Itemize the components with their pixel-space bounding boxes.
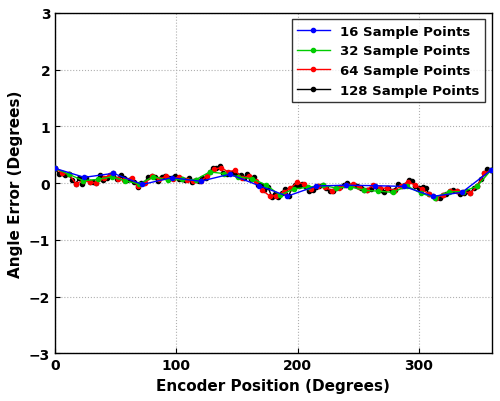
64 Sample Points (239, 176, 245, 181)
128 Sample Points (474, 184, 480, 189)
32 Sample Points (418, 191, 424, 196)
Legend: 16 Sample Points, 32 Sample Points, 64 Sample Points, 128 Sample Points: 16 Sample Points, 32 Sample Points, 64 S… (292, 20, 485, 103)
32 Sample Points (263, 183, 269, 188)
32 Sample Points (432, 196, 438, 200)
64 Sample Points (342, 183, 348, 188)
16 Sample Points (256, 184, 262, 188)
32 Sample Points (193, 178, 199, 182)
32 Sample Points (446, 190, 452, 195)
64 Sample Points (488, 168, 494, 173)
16 Sample Points (168, 176, 174, 181)
128 Sample Points (234, 174, 240, 178)
Y-axis label: Angle Error (Degrees): Angle Error (Degrees) (8, 90, 24, 277)
128 Sample Points (214, 167, 220, 172)
32 Sample Points (320, 183, 326, 188)
128 Sample Points (217, 165, 223, 170)
32 Sample Points (94, 178, 100, 182)
128 Sample Points (436, 196, 442, 200)
32 Sample Points (348, 185, 354, 190)
32 Sample Points (80, 179, 86, 184)
32 Sample Points (291, 187, 297, 192)
64 Sample Points (108, 173, 114, 178)
32 Sample Points (136, 182, 142, 187)
128 Sample Points (52, 166, 58, 171)
32 Sample Points (277, 193, 283, 198)
32 Sample Points (150, 175, 156, 180)
32 Sample Points (235, 175, 241, 180)
16 Sample Points (226, 172, 232, 177)
16 Sample Points (198, 179, 203, 184)
16 Sample Points (140, 182, 145, 187)
16 Sample Points (314, 184, 320, 189)
32 Sample Points (52, 166, 58, 171)
32 Sample Points (220, 172, 226, 176)
64 Sample Points (52, 166, 58, 171)
64 Sample Points (433, 196, 439, 200)
64 Sample Points (274, 194, 280, 198)
Line: 16 Sample Points: 16 Sample Points (53, 167, 493, 199)
32 Sample Points (66, 172, 72, 177)
32 Sample Points (362, 188, 368, 193)
128 Sample Points (159, 175, 165, 180)
32 Sample Points (474, 184, 480, 189)
32 Sample Points (165, 178, 171, 183)
32 Sample Points (305, 186, 311, 190)
32 Sample Points (334, 186, 340, 191)
32 Sample Points (404, 184, 410, 189)
32 Sample Points (249, 177, 255, 182)
16 Sample Points (430, 194, 436, 199)
16 Sample Points (342, 183, 348, 188)
16 Sample Points (284, 194, 290, 199)
32 Sample Points (460, 190, 466, 194)
128 Sample Points (430, 194, 436, 199)
16 Sample Points (401, 184, 407, 189)
X-axis label: Encoder Position (Degrees): Encoder Position (Degrees) (156, 378, 390, 393)
64 Sample Points (302, 182, 308, 187)
32 Sample Points (390, 190, 396, 195)
Line: 128 Sample Points: 128 Sample Points (53, 165, 493, 200)
16 Sample Points (459, 190, 465, 195)
16 Sample Points (488, 168, 494, 173)
32 Sample Points (488, 168, 494, 173)
64 Sample Points (218, 166, 224, 170)
16 Sample Points (52, 166, 58, 171)
Line: 64 Sample Points: 64 Sample Points (53, 166, 493, 200)
128 Sample Points (282, 187, 288, 192)
128 Sample Points (488, 168, 494, 173)
32 Sample Points (179, 178, 185, 182)
16 Sample Points (110, 172, 116, 176)
16 Sample Points (81, 176, 87, 180)
32 Sample Points (108, 175, 114, 180)
32 Sample Points (206, 170, 212, 175)
32 Sample Points (122, 179, 128, 184)
32 Sample Points (376, 189, 382, 194)
Line: 32 Sample Points: 32 Sample Points (53, 167, 493, 200)
64 Sample Points (336, 186, 342, 191)
16 Sample Points (372, 184, 378, 188)
